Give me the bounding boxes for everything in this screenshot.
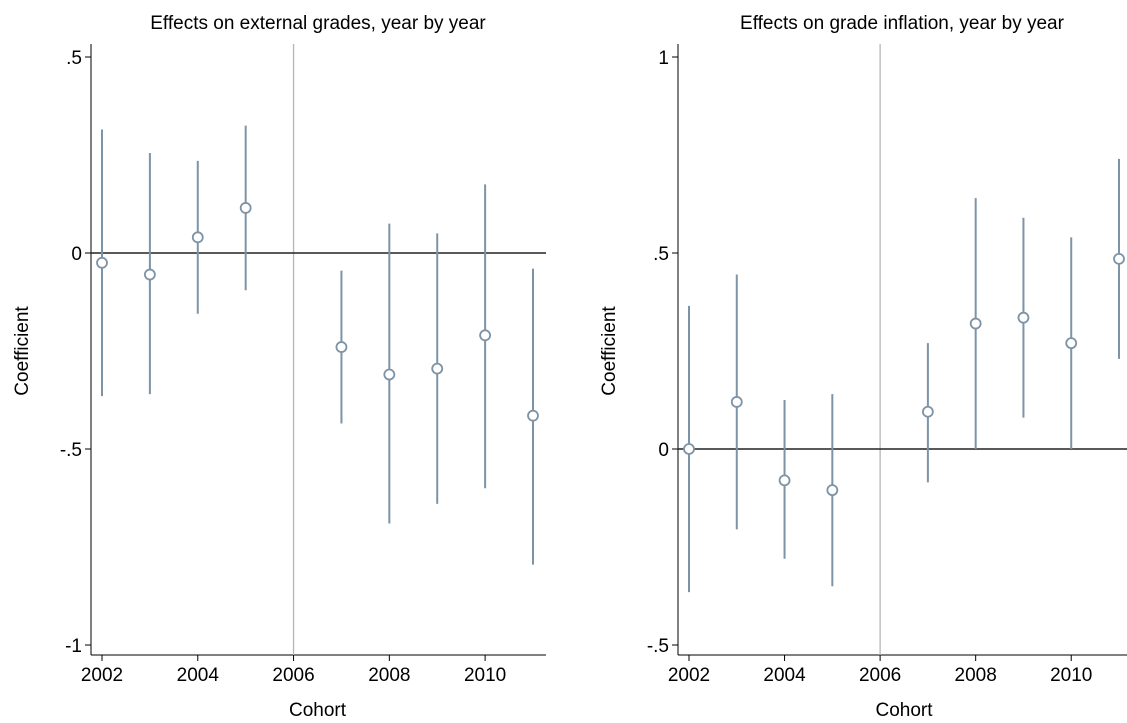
chart-title: Effects on grade inflation, year by year bbox=[740, 13, 1065, 34]
x-tick-label: 2010 bbox=[1050, 665, 1092, 686]
data-point bbox=[527, 409, 539, 422]
y-tick-label: -.5 bbox=[647, 636, 669, 657]
x-tick-label: 2004 bbox=[763, 665, 806, 686]
data-point bbox=[1113, 252, 1125, 265]
y-tick-label: -.5 bbox=[60, 440, 82, 461]
x-tick-label: 2010 bbox=[464, 665, 506, 686]
x-tick-label: 2008 bbox=[955, 665, 997, 686]
x-tick-label: 2008 bbox=[368, 665, 410, 686]
data-point bbox=[191, 231, 204, 244]
data-point bbox=[479, 329, 492, 342]
panel-grade-inflation: Effects on grade inflation, year by year… bbox=[599, 13, 1127, 721]
panel-external-grades: Effects on external grades, year by year… bbox=[12, 13, 546, 721]
x-tick-label: 2002 bbox=[668, 665, 710, 686]
y-axis-label: Coefficient bbox=[599, 306, 620, 396]
data-point bbox=[335, 341, 348, 353]
data-point bbox=[383, 368, 396, 381]
x-tick-label: 2004 bbox=[177, 665, 220, 686]
y-tick-label: 1 bbox=[658, 48, 669, 69]
y-tick-label: 0 bbox=[71, 244, 82, 265]
data-point bbox=[683, 443, 695, 455]
data-point bbox=[96, 256, 108, 269]
data-point bbox=[1017, 311, 1030, 324]
x-tick-label: 2006 bbox=[859, 665, 901, 686]
y-tick-label: 0 bbox=[658, 440, 669, 461]
data-point bbox=[431, 362, 444, 375]
data-point bbox=[730, 396, 743, 408]
data-point bbox=[778, 474, 791, 487]
data-point bbox=[143, 268, 156, 281]
x-tick-label: 2002 bbox=[81, 665, 123, 686]
x-tick-label: 2006 bbox=[272, 665, 314, 686]
x-axis-label: Cohort bbox=[289, 700, 347, 721]
y-tick-label: -1 bbox=[65, 636, 82, 657]
data-point bbox=[969, 317, 982, 330]
y-tick-label: .5 bbox=[66, 48, 82, 69]
y-tick-label: .5 bbox=[653, 244, 669, 265]
data-point bbox=[239, 202, 252, 214]
x-axis-label: Cohort bbox=[875, 700, 933, 721]
data-point bbox=[1065, 337, 1078, 350]
chart-title: Effects on external grades, year by year bbox=[150, 13, 486, 34]
data-point bbox=[921, 405, 934, 418]
data-point bbox=[826, 484, 839, 497]
y-axis-label: Coefficient bbox=[12, 306, 33, 396]
